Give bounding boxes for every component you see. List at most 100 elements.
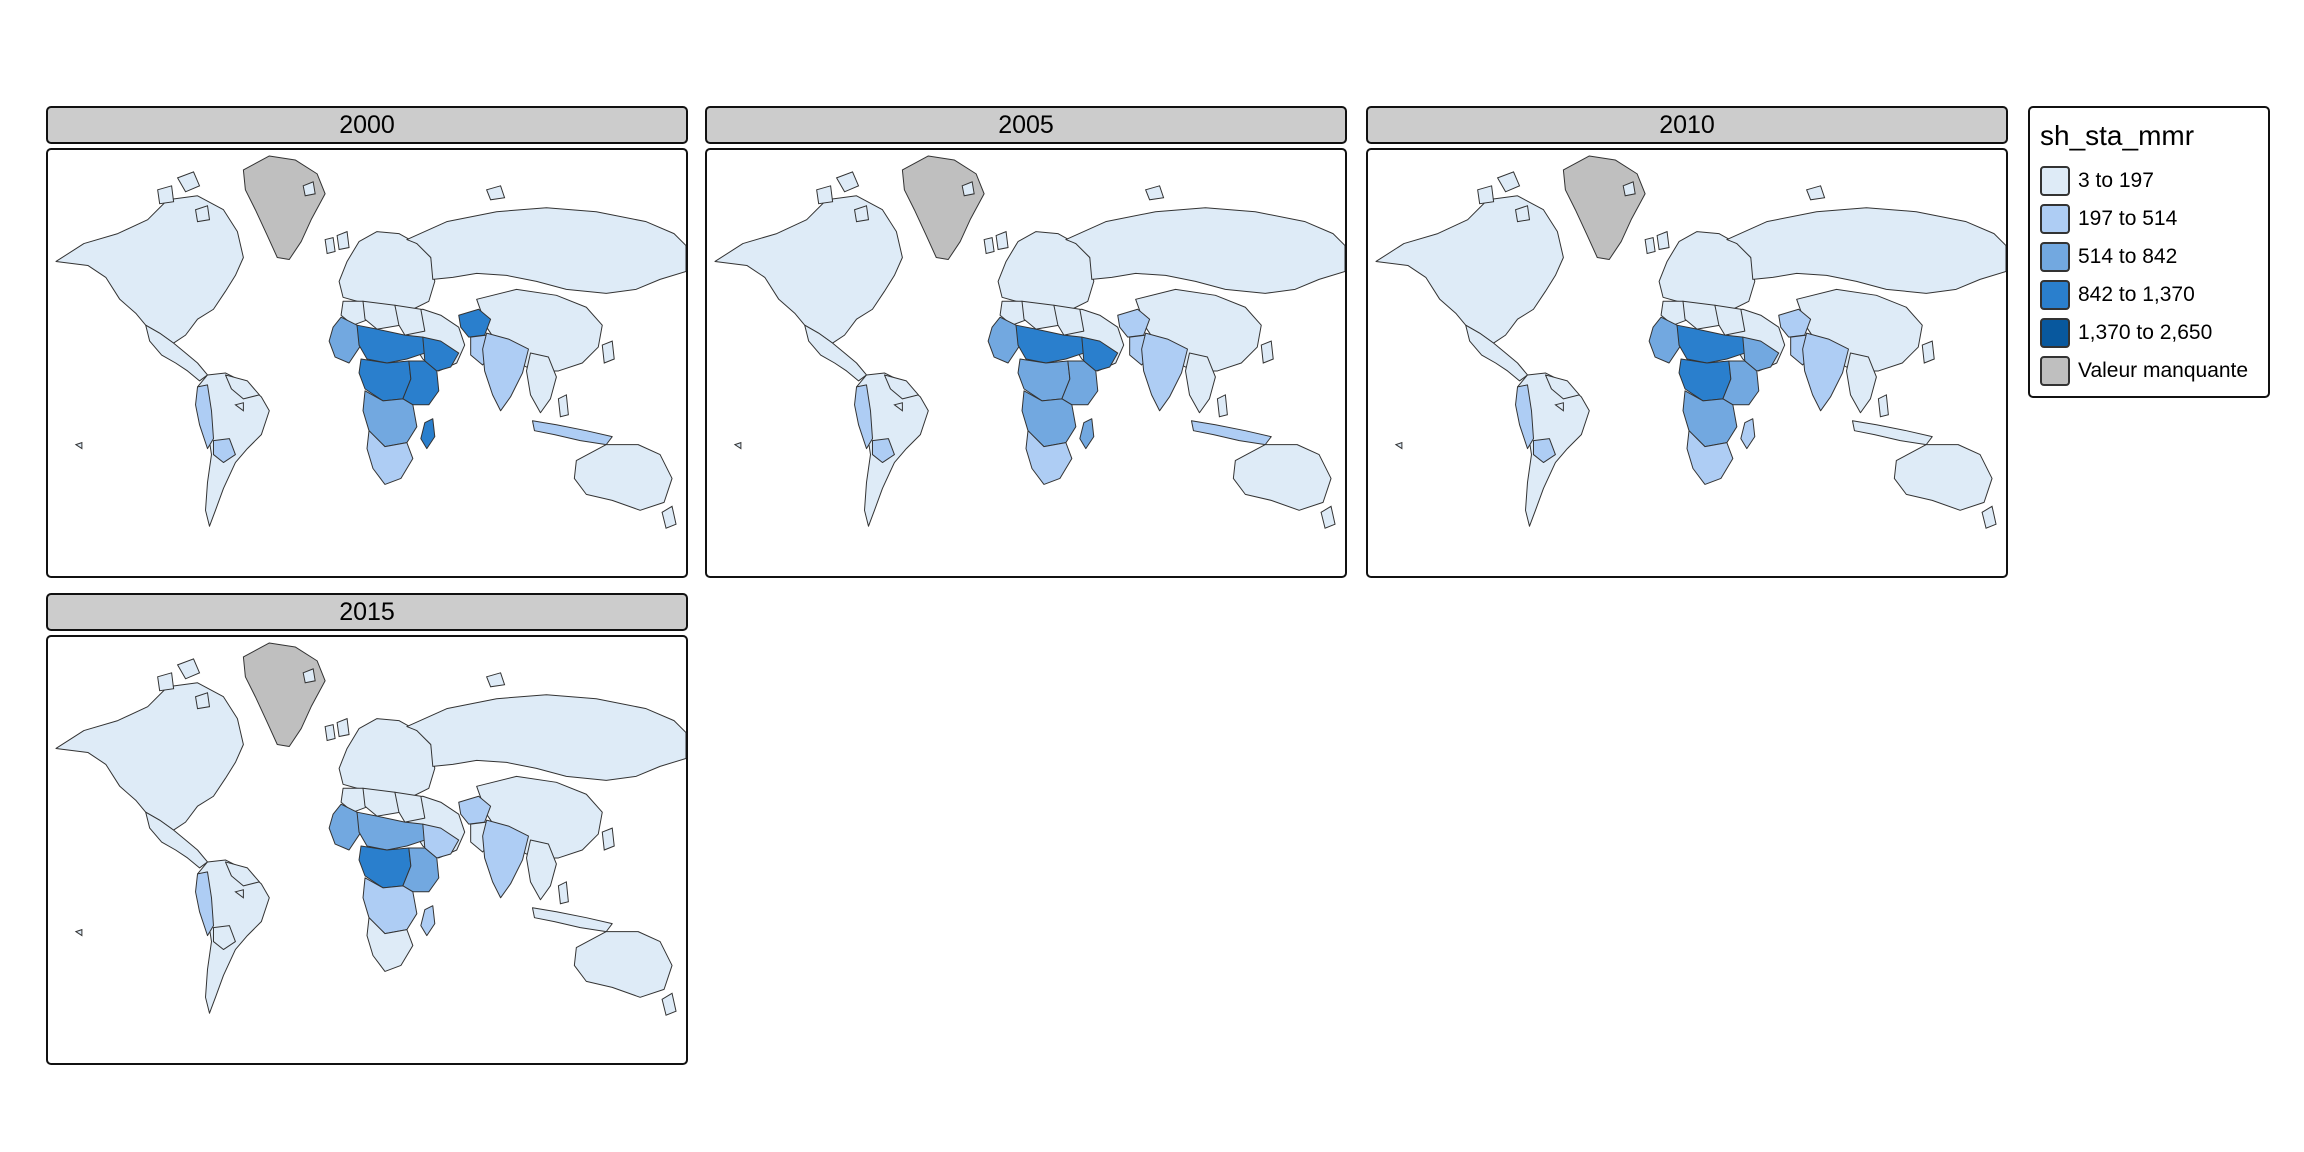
country-region-indo bbox=[1190, 420, 1272, 446]
legend-item: 1,370 to 2,650 bbox=[2040, 316, 2212, 350]
country-region-ma bbox=[1660, 300, 1690, 326]
island-2 bbox=[194, 692, 211, 710]
legend-item: Valeur manquante bbox=[2040, 354, 2248, 388]
country-region-andes bbox=[854, 384, 873, 450]
facet-2015: 2015 bbox=[46, 593, 688, 1065]
island-10 bbox=[234, 889, 244, 899]
island-3 bbox=[961, 181, 975, 197]
world-map-2015 bbox=[55, 642, 686, 1016]
country-region-guyanas bbox=[224, 861, 260, 887]
country-region-ea bbox=[402, 360, 440, 406]
island-7 bbox=[1921, 340, 1935, 364]
country-region-bolivia bbox=[212, 438, 236, 464]
country-region-ma bbox=[340, 300, 370, 326]
world-map-2010 bbox=[1375, 155, 2006, 529]
island-8 bbox=[557, 394, 569, 418]
country-region-zaf bbox=[366, 917, 414, 972]
country-region-sa_af bbox=[1021, 390, 1077, 448]
country-region-ru bbox=[1065, 207, 1345, 294]
legend-swatch bbox=[2040, 280, 2070, 310]
legend-item: 197 to 514 bbox=[2040, 202, 2177, 236]
legend-swatch bbox=[2040, 318, 2070, 348]
island-7 bbox=[601, 827, 615, 851]
island-4 bbox=[336, 717, 350, 738]
legend-label: 197 to 514 bbox=[2078, 207, 2178, 230]
island-4 bbox=[995, 230, 1009, 251]
country-region-sea bbox=[1185, 352, 1216, 414]
island-1 bbox=[816, 185, 834, 205]
island-0 bbox=[176, 171, 201, 193]
island-6 bbox=[485, 672, 506, 688]
country-region-indo bbox=[531, 420, 613, 446]
island-9 bbox=[1981, 505, 1997, 529]
country-region-indo bbox=[1851, 420, 1933, 446]
country-region-india bbox=[1802, 332, 1849, 412]
country-region-mada bbox=[420, 905, 436, 937]
facet-strip-2000: 2000 bbox=[46, 106, 688, 144]
country-region-aus bbox=[573, 931, 673, 998]
country-region-india bbox=[482, 332, 529, 412]
country-region-sahel bbox=[356, 811, 426, 851]
country-region-india bbox=[1141, 332, 1188, 412]
country-region-na bbox=[1375, 195, 1564, 344]
island-5 bbox=[1644, 236, 1656, 255]
map-panel-2000 bbox=[46, 148, 688, 578]
country-region-sa_af bbox=[1682, 390, 1738, 448]
country-region-aus bbox=[1232, 444, 1332, 511]
island-3 bbox=[1622, 181, 1636, 197]
country-region-sa_af bbox=[362, 877, 418, 935]
country-region-eg bbox=[1053, 304, 1085, 336]
country-region-mada bbox=[420, 418, 436, 450]
island-4 bbox=[1656, 230, 1670, 251]
facet-strip-2015: 2015 bbox=[46, 593, 688, 631]
island-5 bbox=[324, 723, 336, 742]
country-region-aus bbox=[573, 444, 673, 511]
facet-2000: 2000 bbox=[46, 106, 688, 578]
country-region-bolivia bbox=[1532, 438, 1556, 464]
island-11 bbox=[74, 441, 83, 450]
island-2 bbox=[1514, 205, 1531, 223]
legend-label: 3 to 197 bbox=[2078, 169, 2154, 192]
country-region-ly bbox=[1021, 300, 1061, 330]
country-region-sahel bbox=[1015, 324, 1085, 364]
island-9 bbox=[1320, 505, 1336, 529]
country-region-andes bbox=[195, 871, 214, 937]
island-1 bbox=[157, 672, 175, 692]
country-region-sa_af bbox=[362, 390, 418, 448]
country-region-andes bbox=[195, 384, 214, 450]
country-region-sahel bbox=[1676, 324, 1746, 364]
island-10 bbox=[1554, 402, 1564, 412]
country-region-mada bbox=[1740, 418, 1756, 450]
island-6 bbox=[1144, 185, 1165, 201]
country-region-eg bbox=[394, 304, 426, 336]
legend-label: 1,370 to 2,650 bbox=[2078, 321, 2213, 344]
country-region-ca bbox=[804, 324, 867, 382]
legend-label: 514 to 842 bbox=[2078, 245, 2178, 268]
island-0 bbox=[1496, 171, 1521, 193]
legend-item: 514 to 842 bbox=[2040, 240, 2177, 274]
legend-swatch bbox=[2040, 204, 2070, 234]
map-panel-2005 bbox=[705, 148, 1347, 578]
country-region-greenland bbox=[242, 155, 326, 260]
country-region-greenland bbox=[1562, 155, 1646, 260]
island-1 bbox=[157, 185, 175, 205]
island-5 bbox=[983, 236, 995, 255]
island-6 bbox=[485, 185, 506, 201]
facet-strip-2010: 2010 bbox=[1366, 106, 2008, 144]
country-region-india bbox=[482, 819, 529, 899]
country-region-bolivia bbox=[212, 925, 236, 951]
island-6 bbox=[1805, 185, 1826, 201]
island-8 bbox=[557, 881, 569, 905]
legend-label: Valeur manquante bbox=[2078, 359, 2249, 382]
country-region-eg bbox=[1714, 304, 1746, 336]
map-panel-2015 bbox=[46, 635, 688, 1065]
island-5 bbox=[324, 236, 336, 255]
legend-swatch bbox=[2040, 356, 2070, 386]
country-region-sahel bbox=[356, 324, 426, 364]
facet-title: 2015 bbox=[339, 597, 395, 626]
country-region-guyanas bbox=[883, 374, 919, 400]
country-region-ma bbox=[999, 300, 1029, 326]
island-11 bbox=[74, 928, 83, 937]
country-region-sea bbox=[526, 352, 557, 414]
island-7 bbox=[601, 340, 615, 364]
